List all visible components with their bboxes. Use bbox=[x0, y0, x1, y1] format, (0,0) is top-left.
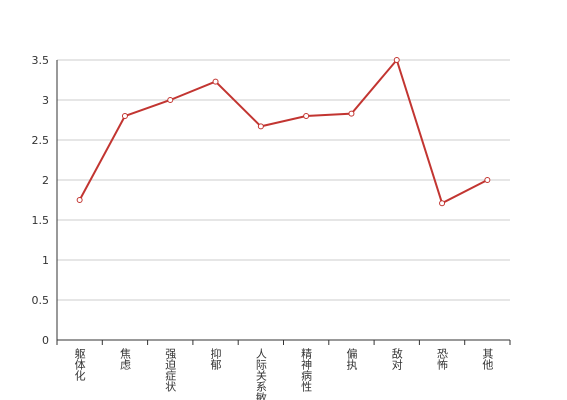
y-tick-label: 3.5 bbox=[32, 54, 50, 67]
x-tick-label: 精神病性 bbox=[300, 348, 313, 393]
point bbox=[212, 78, 219, 85]
y-tick-label: 1.5 bbox=[32, 214, 50, 227]
y-tick-label: 1 bbox=[42, 254, 49, 267]
point bbox=[484, 177, 491, 183]
x-tick-label: 人际关系敏感 bbox=[254, 348, 267, 400]
x-tick-label: 其他 bbox=[481, 348, 494, 370]
x-tick-label: 敌对 bbox=[390, 347, 403, 370]
x-tick-label: 恐怖 bbox=[436, 348, 449, 370]
point bbox=[439, 200, 446, 207]
y-tick-label: 0 bbox=[42, 334, 49, 347]
y-tick-label: 2 bbox=[42, 174, 49, 187]
point bbox=[303, 113, 310, 119]
x-tick-label: 抑郁 bbox=[209, 347, 222, 370]
point bbox=[348, 110, 355, 117]
point bbox=[257, 123, 264, 130]
y-tick-label: 3 bbox=[42, 94, 49, 107]
x-tick-label: 偏执 bbox=[345, 347, 358, 371]
line bbox=[78, 57, 488, 205]
y-tick-label: 0.5 bbox=[32, 294, 50, 307]
x-tick-label: 躯体化 bbox=[73, 348, 86, 382]
x-tick-label: 焦虑 bbox=[118, 348, 131, 370]
y-tick-label: 2.5 bbox=[32, 134, 50, 147]
point bbox=[393, 57, 400, 63]
x-tick-label: 强迫症状 bbox=[164, 348, 177, 392]
point bbox=[167, 97, 174, 103]
point bbox=[76, 197, 83, 203]
point bbox=[121, 113, 128, 119]
